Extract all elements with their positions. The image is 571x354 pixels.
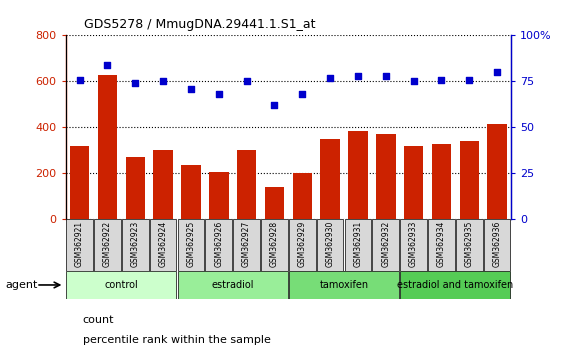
Text: GDS5278 / MmugDNA.29441.1.S1_at: GDS5278 / MmugDNA.29441.1.S1_at <box>84 18 316 31</box>
Bar <box>66 219 93 271</box>
Bar <box>320 139 340 219</box>
Bar <box>126 157 145 219</box>
Bar <box>70 146 89 219</box>
Bar <box>428 219 455 271</box>
Text: GSM362933: GSM362933 <box>409 221 418 267</box>
Point <box>325 75 335 81</box>
Bar <box>488 124 507 219</box>
Bar <box>178 271 288 299</box>
Text: GSM362930: GSM362930 <box>325 221 335 267</box>
Text: GSM362927: GSM362927 <box>242 221 251 267</box>
Point <box>465 77 474 82</box>
Text: GSM362926: GSM362926 <box>214 221 223 267</box>
Bar <box>400 271 510 299</box>
Point <box>131 80 140 86</box>
Text: GSM362931: GSM362931 <box>353 221 363 267</box>
Bar <box>154 150 173 219</box>
Text: GSM362925: GSM362925 <box>186 221 195 267</box>
Bar <box>209 172 228 219</box>
Bar <box>98 74 117 219</box>
Text: GSM362932: GSM362932 <box>381 221 391 267</box>
Point <box>409 79 418 84</box>
Bar <box>484 219 510 271</box>
Point <box>270 103 279 108</box>
Bar <box>181 165 200 219</box>
Bar <box>94 219 121 271</box>
Text: GSM362922: GSM362922 <box>103 221 112 267</box>
Point <box>353 73 363 79</box>
Bar <box>237 150 256 219</box>
Text: GSM362928: GSM362928 <box>270 221 279 267</box>
Text: GSM362935: GSM362935 <box>465 221 474 267</box>
Bar <box>122 219 148 271</box>
Point <box>242 79 251 84</box>
Text: GSM362923: GSM362923 <box>131 221 140 267</box>
Bar <box>372 219 399 271</box>
Bar <box>289 271 399 299</box>
Text: GSM362929: GSM362929 <box>297 221 307 267</box>
Bar <box>460 141 479 219</box>
Text: count: count <box>83 315 114 325</box>
Text: control: control <box>104 280 138 290</box>
Bar <box>66 271 176 299</box>
Point <box>437 77 446 82</box>
Bar <box>432 143 451 219</box>
Point <box>214 91 223 97</box>
Point <box>381 73 391 79</box>
Point <box>103 62 112 68</box>
Text: estradiol and tamoxifen: estradiol and tamoxifen <box>397 280 513 290</box>
Point <box>159 79 168 84</box>
Bar <box>289 219 316 271</box>
Bar <box>344 219 371 271</box>
Text: tamoxifen: tamoxifen <box>319 280 369 290</box>
Bar <box>404 146 423 219</box>
Bar <box>317 219 344 271</box>
Text: GSM362934: GSM362934 <box>437 221 446 267</box>
Text: GSM362921: GSM362921 <box>75 221 84 267</box>
Point <box>75 77 84 82</box>
Text: GSM362936: GSM362936 <box>493 221 502 267</box>
Point <box>493 69 502 75</box>
Bar <box>400 219 427 271</box>
Bar <box>292 173 312 219</box>
Bar <box>178 219 204 271</box>
Text: percentile rank within the sample: percentile rank within the sample <box>83 335 271 345</box>
Bar <box>233 219 260 271</box>
Text: estradiol: estradiol <box>211 280 254 290</box>
Text: GSM362924: GSM362924 <box>159 221 168 267</box>
Bar <box>456 219 482 271</box>
Bar <box>261 219 288 271</box>
Point <box>186 86 195 92</box>
Bar <box>206 219 232 271</box>
Text: agent: agent <box>6 280 38 290</box>
Bar <box>150 219 176 271</box>
Bar <box>265 187 284 219</box>
Point <box>297 91 307 97</box>
Bar <box>376 134 396 219</box>
Bar <box>348 131 368 219</box>
